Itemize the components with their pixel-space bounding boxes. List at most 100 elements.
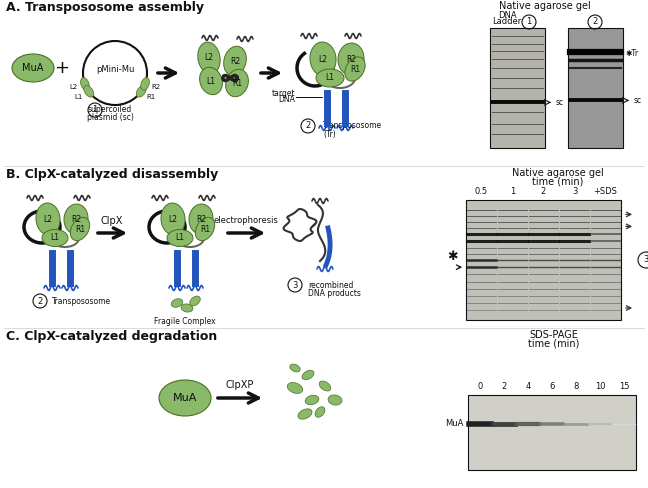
Ellipse shape (345, 57, 365, 81)
Text: electrophoresis: electrophoresis (214, 216, 279, 225)
Ellipse shape (305, 395, 319, 405)
Text: L1: L1 (75, 94, 83, 100)
Text: R1: R1 (146, 94, 156, 100)
Ellipse shape (310, 42, 336, 76)
Ellipse shape (328, 395, 342, 405)
Text: MuA: MuA (22, 63, 43, 73)
Ellipse shape (161, 203, 185, 235)
Text: 3: 3 (643, 256, 648, 264)
Ellipse shape (141, 78, 150, 90)
Text: +: + (54, 59, 69, 77)
Text: Transpososome: Transpososome (323, 122, 382, 130)
Text: R2: R2 (196, 215, 206, 224)
Text: 4: 4 (526, 382, 531, 391)
Text: ✱Tr: ✱Tr (625, 48, 638, 58)
FancyBboxPatch shape (568, 28, 623, 148)
Text: L2: L2 (43, 215, 52, 224)
Ellipse shape (167, 229, 193, 246)
Text: R2: R2 (152, 84, 161, 90)
Ellipse shape (189, 204, 213, 234)
Ellipse shape (64, 204, 88, 234)
Text: L1: L1 (51, 233, 60, 243)
Text: 8: 8 (573, 382, 579, 391)
Text: Ladder: Ladder (492, 17, 522, 26)
Text: MuA: MuA (446, 419, 464, 428)
Text: A. Transpososome assembly: A. Transpososome assembly (6, 1, 204, 14)
Text: L1: L1 (176, 233, 185, 243)
Text: 15: 15 (619, 382, 629, 391)
Ellipse shape (80, 78, 89, 90)
Text: Fragile Complex: Fragile Complex (154, 317, 216, 325)
Ellipse shape (181, 304, 193, 312)
Text: plasmid (sc): plasmid (sc) (87, 114, 133, 122)
Text: 2: 2 (38, 297, 43, 305)
Ellipse shape (287, 383, 303, 393)
Text: ✱: ✱ (446, 249, 457, 263)
Text: L2: L2 (319, 55, 327, 63)
Text: recombined: recombined (308, 281, 353, 289)
Ellipse shape (226, 69, 248, 97)
Text: C. ClpX-catalyzed degradation: C. ClpX-catalyzed degradation (6, 330, 217, 343)
Ellipse shape (171, 299, 183, 307)
Ellipse shape (159, 380, 211, 416)
Ellipse shape (195, 217, 214, 241)
Text: DNA: DNA (278, 96, 295, 104)
Ellipse shape (136, 85, 146, 97)
Text: L1: L1 (325, 74, 334, 82)
Ellipse shape (302, 370, 314, 380)
Text: 6: 6 (550, 382, 555, 391)
Text: target: target (272, 88, 295, 98)
Text: DNA products: DNA products (308, 289, 361, 299)
Text: 10: 10 (595, 382, 605, 391)
Ellipse shape (200, 67, 222, 95)
Ellipse shape (224, 46, 246, 76)
Text: Native agarose gel: Native agarose gel (499, 1, 591, 11)
Text: R2: R2 (230, 57, 240, 65)
Text: supercoiled: supercoiled (88, 105, 132, 115)
Text: 3: 3 (292, 281, 297, 289)
Text: ClpX: ClpX (101, 216, 123, 226)
Ellipse shape (198, 42, 220, 74)
Ellipse shape (190, 296, 200, 306)
Text: MuA: MuA (173, 393, 197, 403)
Text: L2: L2 (205, 54, 213, 62)
Text: Native agarose gel: Native agarose gel (512, 168, 604, 178)
Text: L1: L1 (207, 77, 216, 85)
Text: sc: sc (634, 96, 642, 105)
Text: DNA: DNA (498, 11, 516, 20)
Text: time (min): time (min) (528, 338, 580, 348)
Text: 3: 3 (572, 187, 577, 196)
FancyBboxPatch shape (490, 28, 545, 148)
Text: R2: R2 (346, 55, 356, 63)
Ellipse shape (36, 203, 60, 235)
Text: L2: L2 (168, 215, 178, 224)
Text: 2: 2 (541, 187, 546, 196)
Text: 1: 1 (93, 105, 98, 115)
Text: 2: 2 (592, 18, 597, 26)
Text: B. ClpX-catalyzed disassembly: B. ClpX-catalyzed disassembly (6, 168, 218, 181)
Ellipse shape (338, 43, 364, 75)
Text: +SDS: +SDS (594, 187, 618, 196)
Text: (Tr): (Tr) (323, 129, 336, 139)
FancyBboxPatch shape (468, 395, 636, 470)
Text: Transpososome: Transpososome (52, 297, 111, 305)
Text: R1: R1 (350, 64, 360, 74)
Text: R1: R1 (232, 79, 242, 87)
Ellipse shape (298, 409, 312, 419)
Ellipse shape (12, 54, 54, 82)
Ellipse shape (315, 407, 325, 417)
Ellipse shape (42, 229, 68, 246)
Text: R1: R1 (200, 224, 210, 233)
Text: 2: 2 (502, 382, 507, 391)
Text: time (min): time (min) (532, 176, 584, 186)
Text: R1: R1 (75, 224, 85, 233)
Ellipse shape (290, 364, 300, 372)
Text: 0: 0 (478, 382, 483, 391)
Text: SDS-PAGE: SDS-PAGE (529, 330, 579, 340)
FancyBboxPatch shape (466, 200, 621, 320)
Text: 0.5: 0.5 (475, 187, 488, 196)
Text: 2: 2 (305, 122, 310, 130)
Ellipse shape (71, 217, 89, 241)
Text: 1: 1 (510, 187, 515, 196)
Ellipse shape (84, 85, 94, 97)
